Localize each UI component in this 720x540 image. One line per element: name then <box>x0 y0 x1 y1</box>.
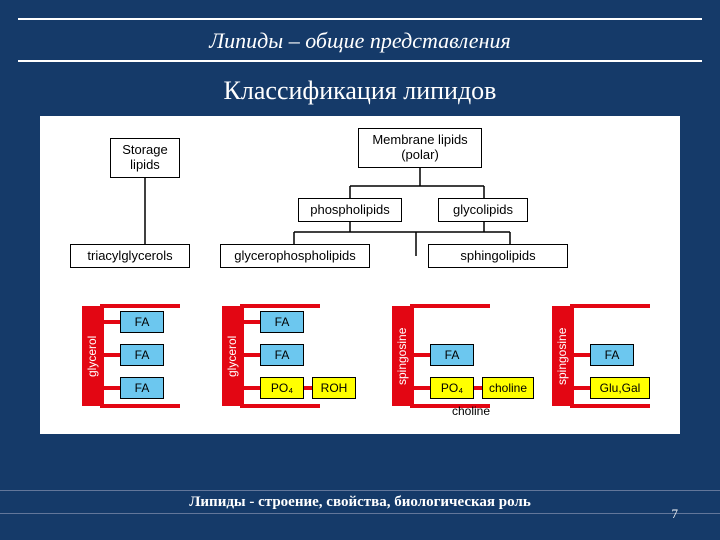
chip-0-1: FA <box>120 344 164 366</box>
footer-text: Липиды - строение, свойства, биологическ… <box>189 494 531 510</box>
chip-2-2: choline <box>482 377 534 399</box>
backbone-label-0: glycerol <box>82 306 102 406</box>
chip-1-2: PO₄ <box>260 377 304 399</box>
header-title: Липиды – общие представления <box>0 20 720 60</box>
chip-0-0: FA <box>120 311 164 333</box>
node-phospholipids: phospholipids <box>298 198 402 222</box>
chip-3-1: Glu,Gal <box>590 377 650 399</box>
node-sphingo: sphingolipids <box>428 244 568 268</box>
chip-2-0: FA <box>430 344 474 366</box>
node-glycerophospho: glycerophospholipids <box>220 244 370 268</box>
node-triacyl: triacylglycerols <box>70 244 190 268</box>
chip-3-0: FA <box>590 344 634 366</box>
chip-1-3: ROH <box>312 377 356 399</box>
caption-2: choline <box>452 404 490 418</box>
node-glycolipids: glycolipids <box>438 198 528 222</box>
header-rest: общие представления <box>305 28 511 53</box>
chip-2-1: PO₄ <box>430 377 474 399</box>
header-word: Липиды <box>209 28 283 53</box>
header-dash: – <box>283 28 305 53</box>
chip-1-0: FA <box>260 311 304 333</box>
lipid-diagram: Storage lipids Membrane lipids (polar) pho… <box>40 116 680 434</box>
node-membrane: Membrane lipids (polar) <box>358 128 482 168</box>
footer-bar: Липиды - строение, свойства, биологическ… <box>0 490 720 514</box>
backbone-label-1: glycerol <box>222 306 242 406</box>
chip-1-1: FA <box>260 344 304 366</box>
backbone-label-2: spingosine <box>392 306 412 406</box>
backbone-label-3: spingosine <box>552 306 572 406</box>
node-storage: Storage lipids <box>110 138 180 178</box>
page-number: 7 <box>672 506 679 522</box>
chip-0-2: FA <box>120 377 164 399</box>
sub-title: Классификация липидов <box>0 62 720 116</box>
